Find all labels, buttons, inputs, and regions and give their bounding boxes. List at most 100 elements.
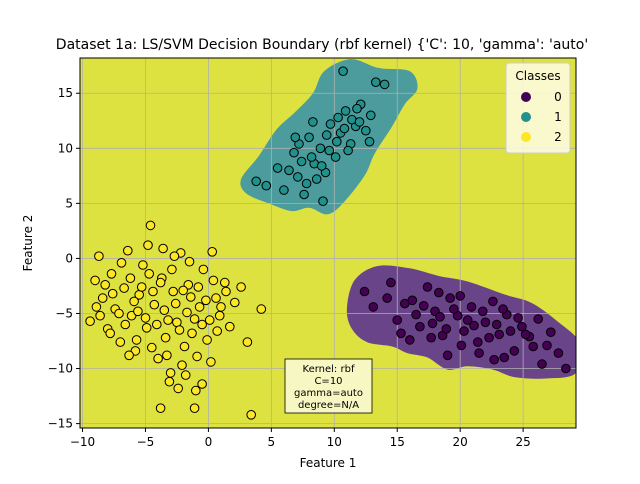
legend-marker-class-1 — [521, 112, 531, 122]
data-point-class-2 — [149, 299, 160, 310]
data-point-class-2 — [173, 383, 183, 394]
data-point-class-0 — [368, 302, 379, 312]
annotation-background — [284, 358, 373, 414]
data-point-class-2 — [143, 240, 153, 250]
data-point-class-2 — [147, 342, 157, 353]
data-point-class-2 — [170, 298, 181, 309]
y-tick-label: −15 — [48, 417, 73, 431]
data-point-class-2 — [216, 302, 226, 312]
data-point-class-2 — [186, 292, 196, 302]
data-point-class-1 — [321, 130, 332, 140]
data-point-class-2 — [220, 277, 230, 288]
data-point-class-2 — [116, 258, 127, 268]
annotation-line: C=10 — [314, 376, 342, 387]
y-tick-label: 0 — [65, 251, 73, 265]
data-point-class-2 — [198, 264, 209, 275]
data-point-class-1 — [379, 79, 390, 90]
data-point-class-0 — [449, 304, 459, 314]
data-point-class-2 — [136, 282, 147, 292]
y-tick-label: 5 — [65, 196, 73, 210]
data-point-class-2 — [168, 286, 178, 297]
data-point-class-2 — [95, 310, 105, 321]
annotation-line: Kernel: rbf — [303, 364, 355, 375]
data-point-class-2 — [158, 243, 168, 254]
data-point-class-2 — [148, 286, 158, 297]
data-point-class-0 — [459, 326, 469, 336]
data-point-class-2 — [119, 283, 129, 293]
data-point-class-2 — [204, 315, 215, 325]
data-point-class-0 — [426, 332, 437, 343]
data-point-class-2 — [178, 285, 188, 296]
axis-ticks: −10 −5 0 5 10 15 20 25 −15 −10 −5 0 5 10 15 — [48, 86, 531, 449]
data-point-class-2 — [105, 328, 115, 339]
data-point-class-0 — [546, 327, 556, 338]
data-point-class-0 — [396, 328, 406, 339]
data-point-class-2 — [141, 323, 152, 333]
data-point-class-2 — [212, 326, 222, 336]
data-point-class-2 — [167, 264, 177, 275]
data-point-class-1 — [315, 143, 326, 154]
y-tick-label: 10 — [58, 141, 73, 155]
data-point-class-2 — [187, 328, 197, 339]
data-point-class-0 — [478, 306, 488, 317]
data-point-class-2 — [211, 293, 221, 303]
data-point-class-2 — [115, 337, 126, 347]
data-point-class-2 — [123, 245, 133, 256]
data-point-class-1 — [306, 152, 317, 162]
data-point-class-0 — [418, 301, 429, 311]
legend: Classes 0 1 2 — [505, 62, 571, 154]
data-point-class-1 — [352, 103, 362, 114]
legend-marker-class-2 — [521, 132, 531, 142]
y-axis-label: Feature 2 — [21, 215, 35, 272]
data-point-class-2 — [189, 314, 200, 324]
data-point-class-0 — [466, 302, 477, 312]
data-point-class-2 — [179, 341, 190, 352]
data-point-class-0 — [499, 352, 510, 363]
data-point-class-1 — [290, 132, 301, 143]
data-point-class-2 — [197, 319, 207, 330]
annotation-line: degree=N/A — [298, 400, 359, 411]
legend-box — [505, 62, 571, 154]
annotation-line: gamma=auto — [294, 388, 363, 399]
data-point-class-2 — [207, 247, 217, 257]
data-point-class-0 — [491, 319, 502, 330]
data-point-class-0 — [442, 350, 453, 361]
data-point-class-2 — [124, 350, 134, 361]
data-point-class-1 — [330, 152, 341, 162]
data-point-class-2 — [152, 319, 162, 330]
data-point-class-1 — [332, 136, 342, 147]
data-point-class-0 — [422, 282, 433, 292]
data-point-class-2 — [164, 376, 175, 387]
data-point-class-2 — [145, 220, 156, 231]
data-point-class-1 — [364, 136, 375, 147]
data-point-class-0 — [494, 329, 505, 340]
data-point-class-1 — [338, 66, 348, 76]
data-point-class-1 — [343, 145, 353, 156]
data-point-class-0 — [489, 354, 500, 365]
data-point-class-0 — [392, 315, 403, 325]
data-point-class-2 — [246, 410, 256, 420]
data-point-class-0 — [488, 296, 498, 307]
legend-label-class-1: 1 — [554, 110, 562, 124]
data-point-class-1 — [304, 132, 314, 143]
data-point-class-2 — [256, 304, 267, 314]
data-point-class-1 — [324, 145, 335, 156]
data-point-class-1 — [325, 119, 336, 129]
data-point-class-0 — [542, 340, 552, 351]
data-point-class-2 — [191, 385, 201, 396]
data-point-class-2 — [194, 302, 205, 312]
data-point-class-0 — [561, 363, 571, 374]
data-point-class-1 — [371, 77, 381, 87]
x-tick-label: 20 — [453, 435, 468, 449]
legend-label-class-2: 2 — [554, 130, 562, 144]
data-point-class-2 — [177, 360, 187, 371]
data-point-class-1 — [261, 180, 272, 191]
data-point-class-2 — [225, 321, 235, 332]
x-tick-label: 15 — [390, 435, 405, 449]
data-point-class-1 — [333, 112, 343, 123]
data-point-class-2 — [153, 353, 163, 364]
x-tick-label: 5 — [268, 435, 276, 449]
data-point-class-2 — [162, 350, 172, 361]
data-point-class-2 — [206, 357, 216, 367]
data-point-class-0 — [528, 341, 539, 352]
